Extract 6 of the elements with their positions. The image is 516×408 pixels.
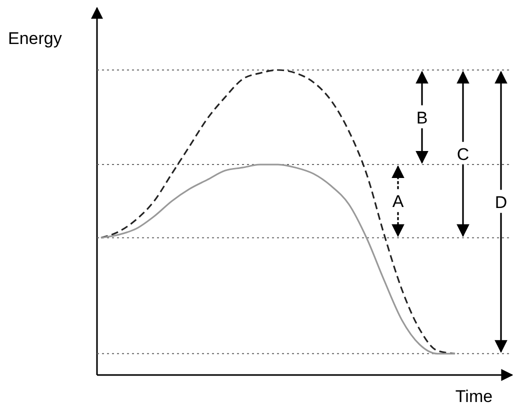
text: D <box>494 192 508 212</box>
x-axis-title: Time <box>455 387 493 406</box>
y-axis-title: Energy <box>8 29 62 48</box>
annotation: B <box>416 108 428 128</box>
annotation: A <box>392 192 404 212</box>
annotation: C <box>456 144 470 164</box>
